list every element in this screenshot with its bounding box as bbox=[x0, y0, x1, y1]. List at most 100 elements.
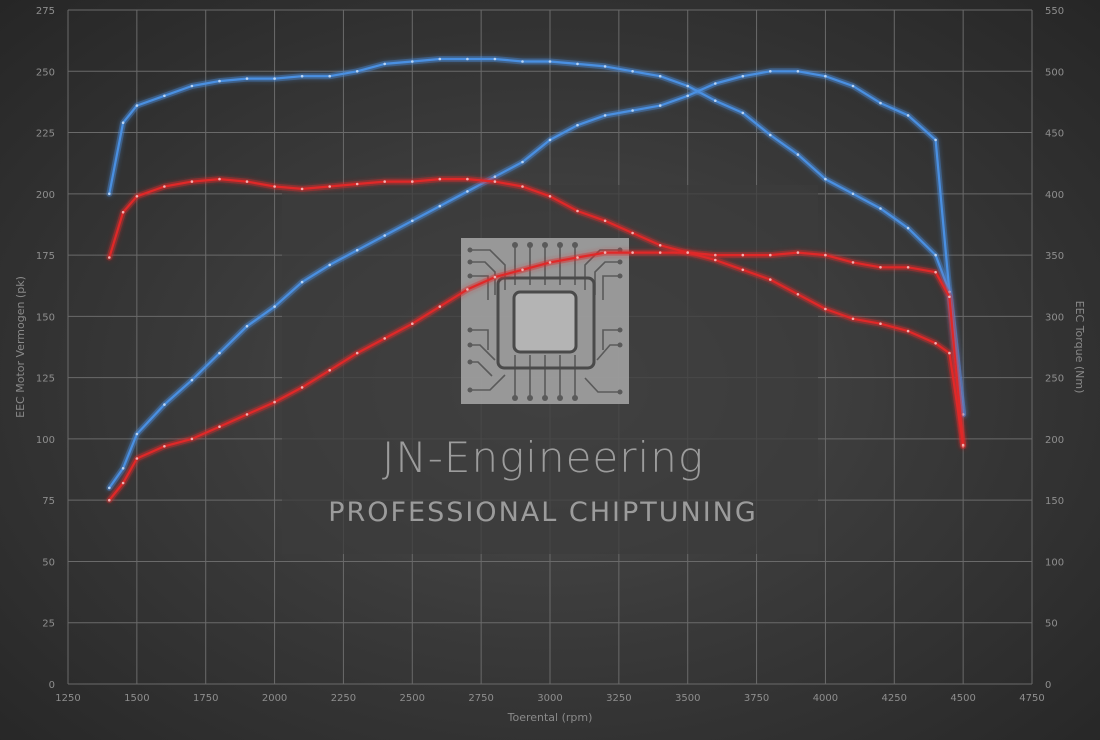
data-point-tuned-power bbox=[824, 74, 827, 78]
data-point-stock-torque bbox=[245, 180, 249, 183]
data-point-stock-power bbox=[300, 386, 304, 389]
y-left-tick-label: 0 bbox=[49, 680, 55, 691]
data-point-stock-power bbox=[769, 253, 772, 257]
data-point-stock-power bbox=[438, 305, 442, 308]
data-point-stock-power bbox=[576, 256, 579, 259]
data-point-stock-power bbox=[108, 498, 111, 502]
data-point-stock-torque bbox=[686, 251, 689, 254]
y-right-tick-label: 400 bbox=[1045, 190, 1064, 201]
data-point-tuned-torque bbox=[548, 60, 552, 63]
data-point-stock-torque bbox=[493, 180, 497, 183]
data-point-tuned-power bbox=[190, 378, 194, 382]
data-point-tuned-power bbox=[906, 114, 910, 117]
data-point-stock-power bbox=[879, 266, 882, 269]
data-point-stock-torque bbox=[714, 258, 717, 262]
data-point-tuned-torque bbox=[631, 70, 634, 73]
y-right-tick-label: 100 bbox=[1045, 557, 1064, 568]
data-point-tuned-power bbox=[121, 467, 125, 470]
data-point-tuned-torque bbox=[300, 74, 304, 78]
x-tick-label: 2500 bbox=[400, 693, 425, 704]
data-point-stock-torque bbox=[273, 185, 276, 188]
data-point-tuned-torque bbox=[603, 65, 607, 68]
y-right-tick-label: 150 bbox=[1045, 496, 1064, 507]
data-point-stock-power bbox=[796, 251, 800, 254]
data-point-tuned-power bbox=[796, 70, 800, 73]
data-point-stock-power bbox=[383, 337, 387, 340]
data-point-tuned-torque bbox=[383, 62, 387, 66]
x-tick-label: 1750 bbox=[193, 693, 218, 704]
data-point-tuned-power bbox=[466, 190, 469, 193]
data-point-tuned-power bbox=[438, 204, 442, 208]
y-left-tick-label: 100 bbox=[36, 435, 55, 446]
x-tick-label: 2250 bbox=[331, 693, 356, 704]
y-axis-right-title: EEC Torque (Nm) bbox=[1073, 301, 1086, 394]
data-point-stock-power bbox=[948, 295, 951, 299]
data-point-tuned-power bbox=[548, 138, 552, 142]
data-point-stock-torque bbox=[328, 185, 332, 188]
data-point-tuned-torque bbox=[438, 57, 442, 61]
data-point-stock-torque bbox=[383, 180, 387, 183]
data-point-tuned-power bbox=[411, 219, 414, 223]
data-point-tuned-power bbox=[300, 280, 304, 284]
series-line-tuned-power bbox=[108, 70, 965, 489]
data-point-stock-power bbox=[521, 268, 524, 272]
data-point-tuned-torque bbox=[824, 177, 827, 181]
data-point-stock-torque bbox=[824, 307, 827, 311]
x-tick-label: 1500 bbox=[124, 693, 149, 704]
data-point-stock-power bbox=[245, 413, 249, 416]
data-point-tuned-torque bbox=[769, 133, 772, 137]
data-point-stock-torque bbox=[548, 195, 552, 198]
data-point-tuned-torque bbox=[796, 153, 800, 156]
data-point-stock-power bbox=[548, 261, 552, 264]
data-point-stock-power bbox=[218, 425, 221, 429]
data-point-stock-torque bbox=[135, 195, 139, 198]
data-point-tuned-torque bbox=[714, 99, 717, 102]
y-right-tick-label: 300 bbox=[1045, 312, 1064, 323]
y-right-tick-label: 250 bbox=[1045, 374, 1064, 385]
data-point-stock-torque bbox=[658, 244, 662, 247]
data-point-stock-torque bbox=[851, 317, 855, 321]
data-point-tuned-power bbox=[851, 84, 855, 88]
data-point-tuned-power bbox=[714, 82, 717, 85]
data-point-stock-torque bbox=[466, 177, 469, 181]
axis-ticks: 1250 1500 1750 2000 2250 2500 2750 3000 3250 3500… bbox=[36, 6, 1064, 704]
data-point-stock-power bbox=[658, 251, 662, 254]
data-point-tuned-power bbox=[218, 351, 221, 355]
data-point-tuned-torque bbox=[934, 253, 937, 257]
data-point-stock-torque bbox=[769, 278, 772, 281]
series-line-stock-torque bbox=[108, 178, 965, 447]
y-left-tick-label: 150 bbox=[36, 312, 55, 323]
series-line-stock-power bbox=[108, 251, 965, 502]
data-point-tuned-torque bbox=[879, 207, 882, 210]
y-left-tick-label: 75 bbox=[42, 496, 55, 507]
data-point-tuned-torque bbox=[108, 192, 111, 196]
data-point-stock-torque bbox=[603, 219, 607, 223]
data-point-tuned-torque bbox=[411, 60, 414, 63]
data-point-stock-power bbox=[163, 445, 166, 448]
y-left-tick-label: 50 bbox=[42, 557, 55, 568]
watermark-title: JN-Engineering bbox=[382, 433, 704, 482]
y-left-tick-label: 275 bbox=[36, 6, 55, 17]
data-point-stock-power bbox=[934, 270, 937, 274]
data-point-tuned-power bbox=[163, 403, 166, 406]
data-point-stock-power bbox=[135, 457, 139, 460]
data-point-tuned-torque bbox=[121, 121, 125, 124]
data-point-stock-torque bbox=[906, 329, 910, 333]
data-point-tuned-torque bbox=[218, 79, 221, 83]
chart-series bbox=[106, 56, 967, 504]
data-point-tuned-power bbox=[658, 104, 662, 107]
data-point-tuned-power bbox=[245, 324, 249, 328]
data-point-stock-power bbox=[741, 253, 745, 257]
data-point-tuned-power bbox=[355, 248, 359, 252]
data-point-stock-torque bbox=[879, 322, 882, 326]
data-point-tuned-torque bbox=[576, 62, 579, 66]
data-point-stock-power bbox=[631, 251, 634, 254]
data-point-stock-torque bbox=[934, 342, 937, 345]
data-point-stock-power bbox=[121, 481, 125, 485]
data-point-tuned-torque bbox=[851, 192, 855, 196]
y-right-tick-label: 450 bbox=[1045, 129, 1064, 140]
data-point-tuned-power bbox=[603, 114, 607, 117]
data-point-stock-torque bbox=[521, 185, 524, 188]
